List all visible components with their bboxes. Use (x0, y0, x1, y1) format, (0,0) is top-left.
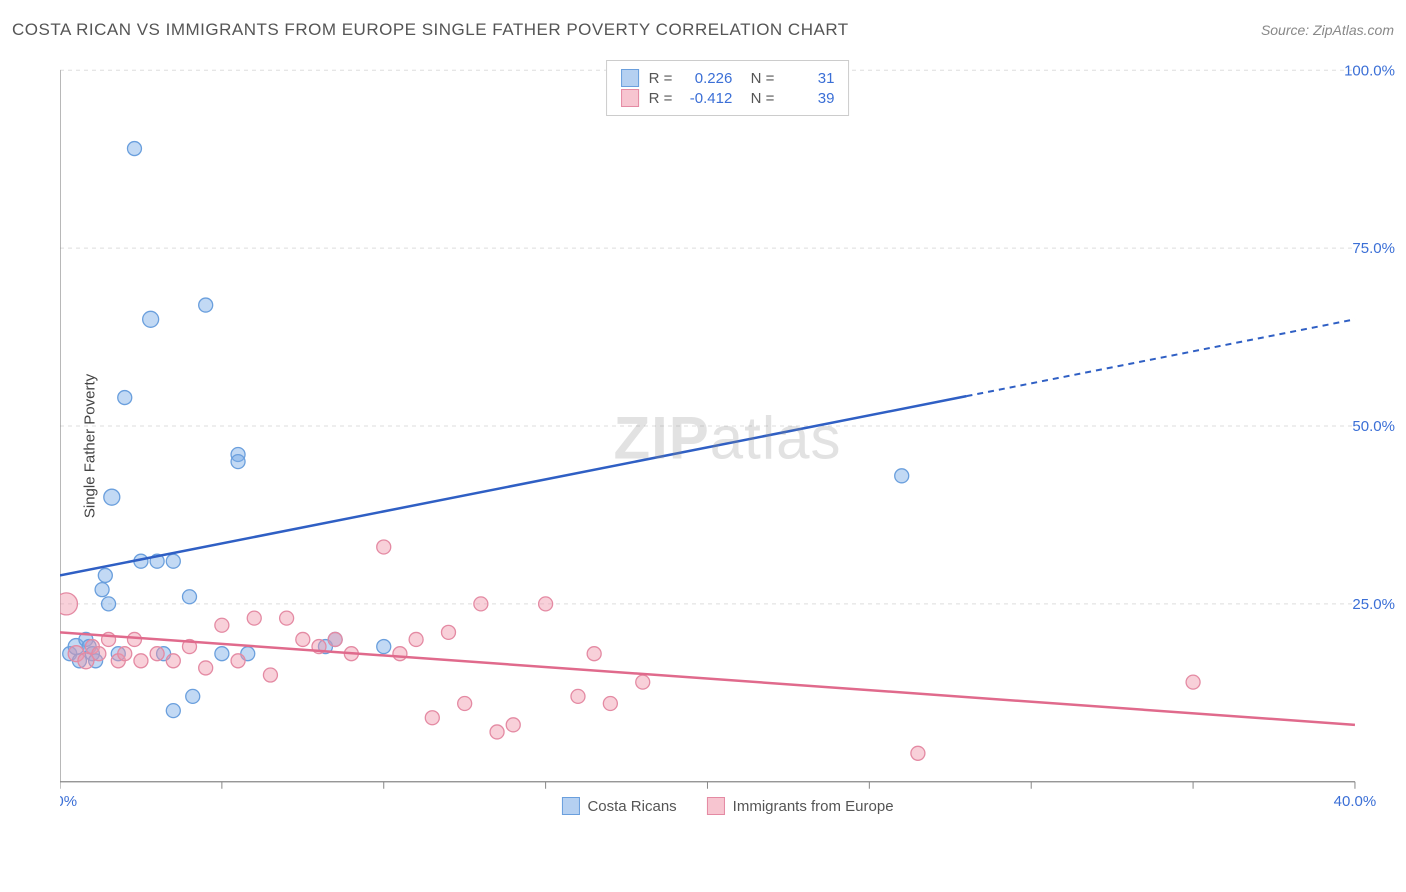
chart-source: Source: ZipAtlas.com (1261, 22, 1394, 38)
r-value-1: -0.412 (682, 90, 732, 107)
swatch-series-1 (621, 89, 639, 107)
n-label: N = (742, 70, 774, 87)
scatter-chart: 0.0% 40.0% 25.0% 50.0% 75.0% 100.0% (60, 55, 1395, 820)
swatch-legend-1 (707, 797, 725, 815)
n-label: N = (742, 90, 774, 107)
swatch-series-0 (621, 69, 639, 87)
n-value-0: 31 (784, 70, 834, 87)
chart-title: COSTA RICAN VS IMMIGRANTS FROM EUROPE SI… (12, 20, 849, 40)
svg-text:75.0%: 75.0% (1352, 240, 1395, 257)
svg-text:100.0%: 100.0% (1344, 62, 1395, 79)
svg-text:40.0%: 40.0% (1334, 793, 1377, 810)
correlation-row-0: R = 0.226 N = 31 (621, 69, 835, 87)
svg-text:25.0%: 25.0% (1352, 596, 1395, 613)
chart-area: 0.0%40.0%25.0%50.0%75.0%100.0% ZIPatlas … (60, 55, 1395, 820)
svg-text:0.0%: 0.0% (60, 793, 77, 810)
r-label: R = (649, 70, 673, 87)
svg-text:50.0%: 50.0% (1352, 418, 1395, 435)
legend-item-1: Immigrants from Europe (707, 797, 894, 815)
legend-item-0: Costa Ricans (561, 797, 676, 815)
correlation-row-1: R = -0.412 N = 39 (621, 89, 835, 107)
legend-label-0: Costa Ricans (587, 798, 676, 815)
n-value-1: 39 (784, 90, 834, 107)
series-legend: Costa Ricans Immigrants from Europe (561, 797, 893, 815)
chart-header: COSTA RICAN VS IMMIGRANTS FROM EUROPE SI… (12, 20, 1394, 40)
r-value-0: 0.226 (682, 70, 732, 87)
swatch-legend-0 (561, 797, 579, 815)
legend-label-1: Immigrants from Europe (733, 798, 894, 815)
correlation-legend: R = 0.226 N = 31 R = -0.412 N = 39 (606, 60, 850, 116)
r-label: R = (649, 90, 673, 107)
